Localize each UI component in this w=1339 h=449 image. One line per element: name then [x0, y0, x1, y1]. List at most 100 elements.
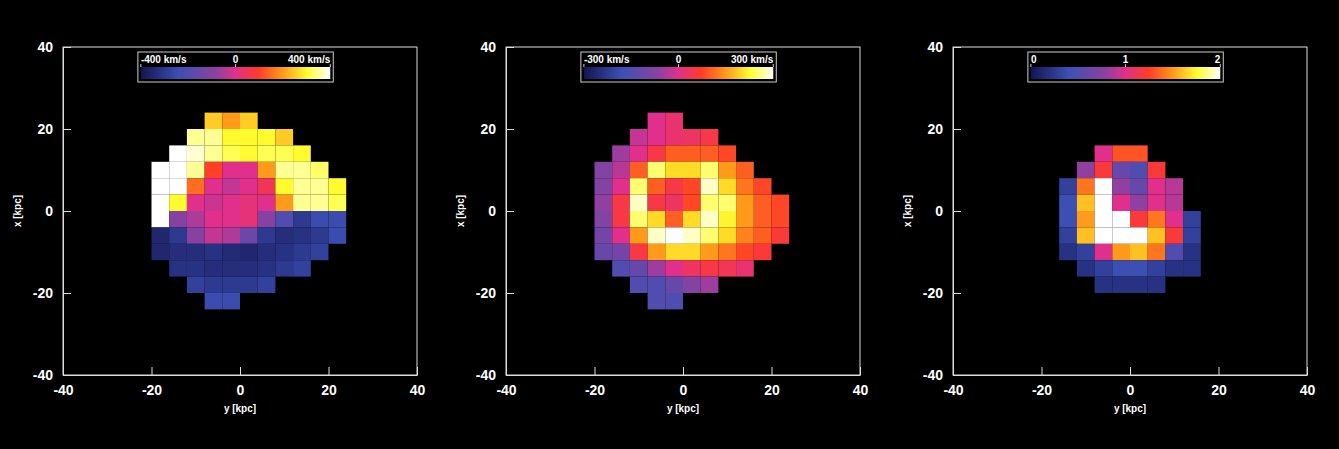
cell [1095, 162, 1113, 178]
cell [311, 195, 329, 211]
cell [754, 244, 772, 260]
cell [1059, 244, 1077, 260]
cell [754, 211, 772, 227]
cell [275, 211, 293, 227]
tick-label: -40 [496, 382, 516, 398]
cell [1059, 195, 1077, 211]
tick-mark [1130, 367, 1131, 375]
cell [311, 178, 329, 194]
cell [595, 162, 613, 178]
cell [772, 195, 790, 211]
cell [169, 227, 187, 243]
tick-mark [595, 367, 596, 375]
colorbar-label: 0 [233, 54, 239, 65]
cell [240, 211, 258, 227]
cell [1148, 178, 1166, 194]
x-axis: -40-2002040 [496, 367, 868, 398]
tick-label: 20 [764, 382, 780, 398]
cell [701, 244, 719, 260]
cell [612, 244, 630, 260]
tick-label: 20 [927, 121, 943, 137]
tick-label: -40 [943, 382, 963, 398]
panel: -40-2002040-40-2002040y [kpc]x [kpc]012 [902, 39, 1315, 414]
cell [329, 195, 347, 211]
colorbar-label: 400 km/s [288, 54, 331, 65]
cell [595, 211, 613, 227]
cell [683, 227, 701, 243]
cell [718, 227, 736, 243]
cell [1095, 244, 1113, 260]
tick: 20 [764, 367, 780, 398]
tick: -20 [1032, 367, 1052, 398]
axis-line [954, 375, 1308, 376]
cell [275, 244, 293, 260]
colorbar-label: 300 km/s [731, 54, 774, 65]
cell [1130, 195, 1148, 211]
cell [205, 244, 223, 260]
cell [222, 244, 240, 260]
cell [152, 195, 170, 211]
cell [1130, 227, 1148, 243]
cell [1077, 162, 1095, 178]
cell [275, 145, 293, 161]
cell [683, 129, 701, 145]
cell [630, 260, 648, 276]
cell [630, 211, 648, 227]
cell [240, 260, 258, 276]
tick-label: 0 [935, 203, 943, 219]
cell [152, 227, 170, 243]
tick-label: 0 [488, 203, 496, 219]
cell [1095, 277, 1113, 293]
tick: 40 [480, 39, 514, 55]
cell [169, 195, 187, 211]
cell [736, 178, 754, 194]
tick: -40 [476, 367, 514, 383]
cell [311, 211, 329, 227]
tick-label: 40 [1300, 382, 1316, 398]
tick-mark [152, 367, 153, 375]
tick-mark [506, 211, 514, 212]
cell [630, 244, 648, 260]
cell [222, 260, 240, 276]
cell [612, 211, 630, 227]
cell [240, 145, 258, 161]
tick-label: -20 [142, 382, 162, 398]
cell [1077, 195, 1095, 211]
cell [754, 195, 772, 211]
colorbar-label: 2 [1215, 54, 1221, 65]
cell [1112, 211, 1130, 227]
cell [648, 244, 666, 260]
colorbar-bar [1031, 67, 1220, 79]
cell [736, 244, 754, 260]
cell [1165, 244, 1183, 260]
tick: -20 [476, 285, 514, 301]
cell [1165, 260, 1183, 276]
cell [258, 211, 276, 227]
cell [701, 260, 719, 276]
axis-title: y [kpc] [1114, 403, 1146, 414]
cell [630, 162, 648, 178]
tick: 20 [927, 121, 961, 137]
tick-mark [683, 367, 684, 375]
cell [222, 227, 240, 243]
tick-mark [860, 367, 861, 375]
colorbar-label: 1 [1123, 54, 1129, 65]
cell [1148, 244, 1166, 260]
cell [648, 211, 666, 227]
cell [205, 277, 223, 293]
cell [205, 227, 223, 243]
cell [152, 178, 170, 194]
cell [275, 178, 293, 194]
background [0, 0, 1339, 449]
cell [1095, 145, 1113, 161]
cell [736, 162, 754, 178]
colorbar-label: 0 [676, 54, 682, 65]
cell [1112, 227, 1130, 243]
cell [683, 162, 701, 178]
tick-mark [953, 129, 961, 130]
cell [222, 293, 240, 309]
cell [595, 178, 613, 194]
tick-label: 20 [480, 121, 496, 137]
tick-label: -20 [923, 285, 943, 301]
cell [258, 145, 276, 161]
